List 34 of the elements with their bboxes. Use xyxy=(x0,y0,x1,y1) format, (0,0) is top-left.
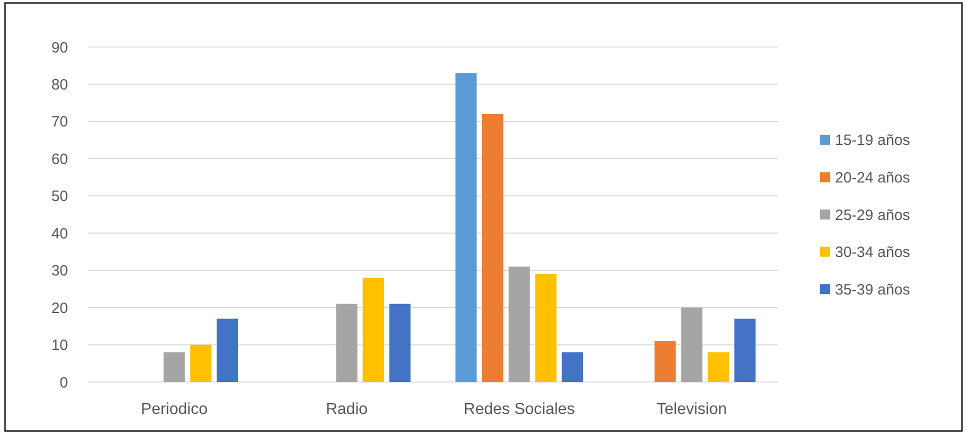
bar xyxy=(654,341,676,382)
y-tick-label: 20 xyxy=(51,300,68,317)
x-tick-label: Redes Sociales xyxy=(464,401,575,418)
x-tick-label: Periodico xyxy=(140,401,208,418)
y-tick-label: 0 xyxy=(60,374,68,392)
bar xyxy=(389,304,411,382)
bar xyxy=(336,304,358,382)
y-tick-label: 60 xyxy=(51,150,68,168)
legend-label: 15-19 años xyxy=(835,132,910,150)
bar xyxy=(734,318,756,382)
legend-label: 30-34 años xyxy=(835,244,910,262)
bar xyxy=(535,274,556,382)
x-tick-label: Radio xyxy=(326,401,368,418)
y-tick-label: 90 xyxy=(51,39,68,56)
bar xyxy=(708,352,729,382)
y-tick-label: 40 xyxy=(51,225,68,242)
y-tick-label: 30 xyxy=(51,262,68,280)
y-tick-label: 50 xyxy=(51,188,68,206)
legend-label: 20-24 años xyxy=(835,169,910,186)
y-tick-label: 10 xyxy=(51,337,68,354)
y-tick-label: 80 xyxy=(51,76,68,94)
bar xyxy=(681,308,702,382)
x-tick-label: Television xyxy=(656,401,727,418)
bar xyxy=(482,114,504,382)
bar xyxy=(508,266,530,382)
bar xyxy=(562,352,584,382)
bar xyxy=(362,278,384,382)
legend-label: 25-29 años xyxy=(835,206,910,224)
bar xyxy=(216,318,238,382)
bar xyxy=(164,352,185,382)
bar xyxy=(190,344,212,382)
y-tick-label: 70 xyxy=(51,114,68,131)
legend-label: 35-39 años xyxy=(835,281,910,298)
bar xyxy=(455,73,477,382)
